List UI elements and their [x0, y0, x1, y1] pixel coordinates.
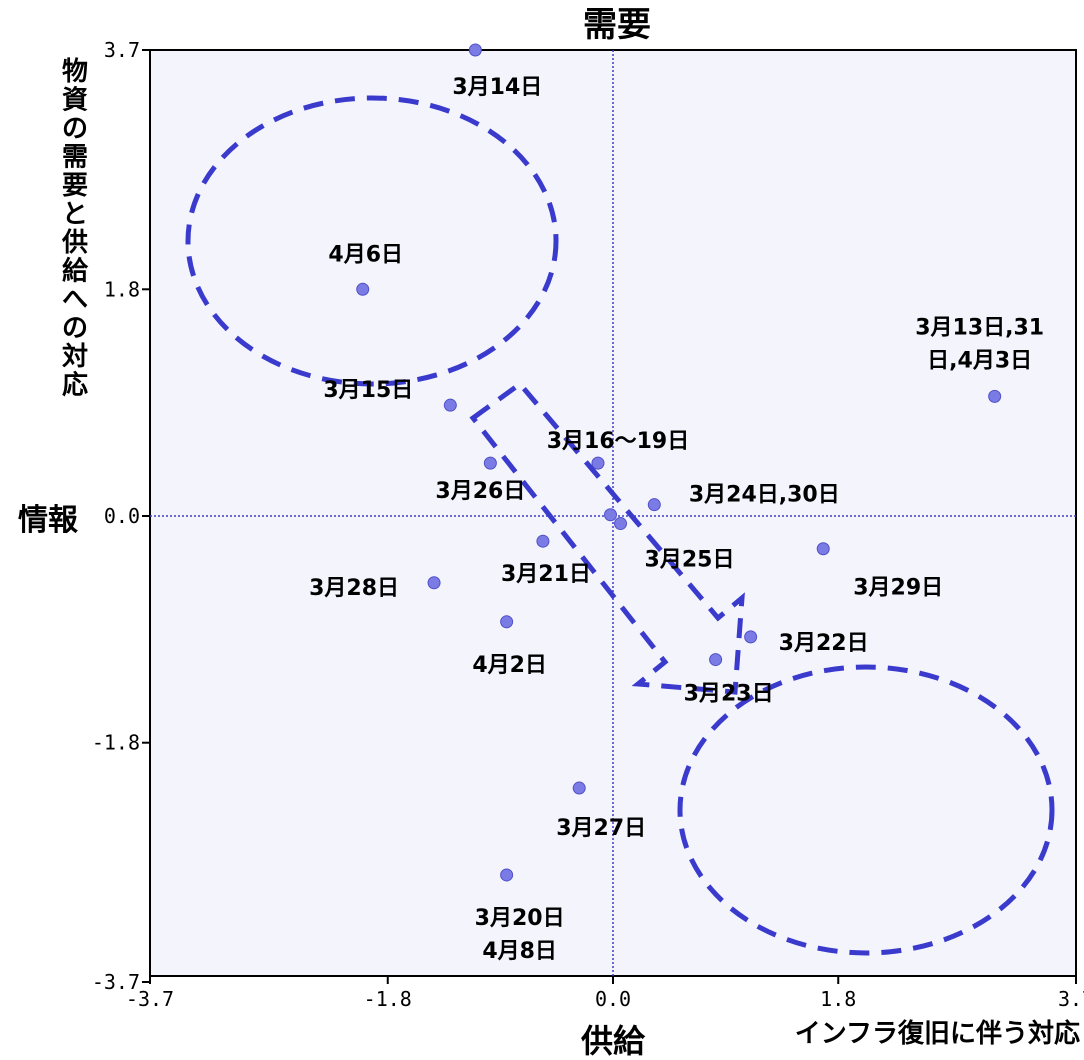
data-point-label: 4月2日 [472, 653, 547, 678]
data-point [614, 517, 628, 531]
points-layer [356, 43, 1002, 882]
top-axis-label: 需要 [583, 5, 651, 45]
data-point-label: 3月24日,30日 [689, 483, 840, 508]
data-point-label: 3月14日 [452, 75, 542, 100]
x-tick-label: 0.0 [595, 987, 631, 1011]
y-title-glyph: の [62, 314, 88, 344]
dashed-arrow [469, 380, 745, 695]
data-point-label: 3月27日 [556, 816, 646, 841]
data-point [603, 508, 617, 522]
y-title-glyph: 給 [62, 256, 89, 287]
data-point-label: 3月23日 [684, 682, 774, 707]
dashed-ellipse-upper-left [185, 95, 559, 387]
point-labels-layer: 3月14日 4月6日 3月13日,31 日,4月3日 3月15日 3月16～19日 3月26… [309, 75, 1044, 964]
y-title-glyph: の [62, 114, 88, 144]
data-point [591, 456, 605, 470]
y-title-glyph: と [62, 200, 88, 230]
data-point-label: 3月29日 [853, 576, 943, 601]
data-point [647, 498, 661, 512]
data-point-label: 3月22日 [779, 631, 869, 656]
y-tick-label: -3.7 [92, 970, 140, 994]
dashed-ellipse-lower-right [677, 664, 1055, 956]
y-title-glyph: 物 [62, 57, 88, 87]
y-tick-label: 0.0 [104, 504, 140, 528]
bottom-axis-label: 供給 [581, 1022, 646, 1060]
y-title-glyph: 需 [62, 143, 88, 173]
dashed-annotations [185, 95, 1055, 956]
y-title-glyph: 要 [62, 171, 88, 201]
x-tick-label: -1.8 [364, 987, 412, 1011]
data-point [468, 43, 482, 57]
x-tick-label: 1.8 [820, 987, 856, 1011]
data-point-label: 3月26日 [435, 479, 525, 504]
data-point-label: 4月6日 [328, 242, 403, 267]
data-point-label: 3月20日 4月8日 [475, 906, 565, 964]
x-tick-label: 3.7 [1058, 987, 1084, 1011]
y-title-glyph: 応 [62, 370, 88, 401]
data-point [988, 389, 1002, 403]
y-title-glyph: 対 [62, 342, 88, 372]
y-title-glyph: 資 [62, 86, 88, 116]
data-point [709, 653, 723, 667]
y-tick-label: 3.7 [104, 38, 140, 62]
data-point [443, 398, 457, 412]
data-point [500, 615, 514, 629]
data-point-label: 3月15日 [323, 378, 413, 403]
data-point [816, 542, 830, 556]
data-point [500, 868, 514, 882]
y-title-glyph: 供 [61, 228, 88, 258]
data-point-label: 3月13日,31 日,4月3日 [915, 315, 1044, 373]
bottom-right-axis-label: インフラ復旧に伴う対応 [795, 1018, 1080, 1049]
left-axis-label: 情報 [18, 503, 79, 538]
data-point [356, 282, 370, 296]
data-point [572, 781, 586, 795]
data-point [427, 576, 441, 590]
y-tick-label: 1.8 [104, 277, 140, 301]
data-point-label: 3月25日 [645, 548, 735, 573]
x-tick-label: -3.7 [126, 987, 174, 1011]
data-point-label: 3月28日 [309, 576, 399, 601]
data-point [744, 630, 758, 644]
data-point [536, 534, 550, 548]
y-title-glyph: へ [62, 285, 88, 315]
y-tick-label: -1.8 [92, 731, 140, 755]
data-point-label: 3月16～19日 [547, 429, 690, 454]
data-point [483, 456, 497, 470]
tick-layer: -3.7 -1.8 0.0 1.8 3.7 3.7 1.8 0.0 -1.8 -3.7 [92, 38, 1084, 1011]
data-point-label: 3月21日 [501, 562, 591, 587]
